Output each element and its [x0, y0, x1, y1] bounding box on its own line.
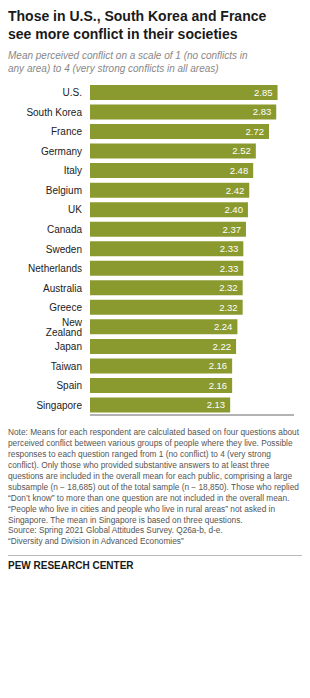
svg-text:2.83: 2.83	[253, 106, 272, 117]
svg-text:South Korea: South Korea	[26, 107, 82, 118]
svg-text:Italy: Italy	[64, 165, 82, 176]
svg-text:2.16: 2.16	[209, 380, 228, 391]
svg-text:2.16: 2.16	[209, 360, 228, 371]
svg-text:France: France	[51, 126, 83, 137]
html-text:Note: Means for each responden: Note: Means for each respondent are calc…	[8, 427, 299, 547]
svg-text:Japan: Japan	[55, 341, 82, 352]
svg-text:2.24: 2.24	[214, 321, 233, 332]
svg-text:UK: UK	[68, 204, 82, 215]
svg-text:Canada: Canada	[47, 224, 82, 235]
svg-text:2.37: 2.37	[222, 224, 241, 235]
svg-text:Spain: Spain	[56, 380, 82, 391]
svg-text:Greece: Greece	[49, 302, 82, 313]
html-text:Mean perceived conflict on a s: Mean perceived conflict on a scale of 1 …	[8, 50, 248, 74]
svg-text:Australia: Australia	[43, 283, 82, 294]
svg-text:2.72: 2.72	[245, 126, 264, 137]
svg-text:Belgium: Belgium	[46, 185, 82, 196]
svg-text:Sweden: Sweden	[46, 244, 82, 255]
svg-text:2.22: 2.22	[213, 341, 232, 352]
html-text:PEW RESEARCH CENTER: PEW RESEARCH CENTER	[8, 560, 134, 572]
html-text:Those in U.S., South Korea and: Those in U.S., South Korea and France se…	[8, 8, 267, 42]
svg-text:2.33: 2.33	[220, 243, 239, 254]
svg-text:2.42: 2.42	[226, 185, 245, 196]
svg-text:Singapore: Singapore	[36, 400, 82, 411]
svg-text:Taiwan: Taiwan	[51, 361, 82, 372]
svg-text:NewZealand: NewZealand	[46, 317, 83, 338]
svg-text:2.32: 2.32	[219, 302, 238, 313]
svg-text:2.52: 2.52	[232, 145, 251, 156]
svg-text:2.33: 2.33	[220, 263, 239, 274]
svg-text:U.S.: U.S.	[63, 87, 82, 98]
svg-text:Germany: Germany	[41, 146, 82, 157]
svg-text:2.85: 2.85	[254, 87, 273, 98]
svg-text:2.48: 2.48	[230, 165, 249, 176]
svg-text:2.13: 2.13	[207, 399, 226, 410]
svg-text:2.32: 2.32	[219, 282, 238, 293]
svg-text:Netherlands: Netherlands	[28, 263, 82, 274]
svg-text:2.40: 2.40	[224, 204, 243, 215]
